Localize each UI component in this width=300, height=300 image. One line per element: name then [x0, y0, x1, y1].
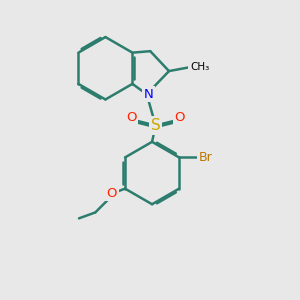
Text: S: S [151, 118, 160, 133]
Text: N: N [143, 88, 153, 101]
Text: O: O [126, 111, 136, 124]
Text: Br: Br [198, 151, 212, 164]
Text: CH₃: CH₃ [190, 61, 209, 72]
Text: O: O [106, 187, 117, 200]
Text: O: O [175, 111, 185, 124]
